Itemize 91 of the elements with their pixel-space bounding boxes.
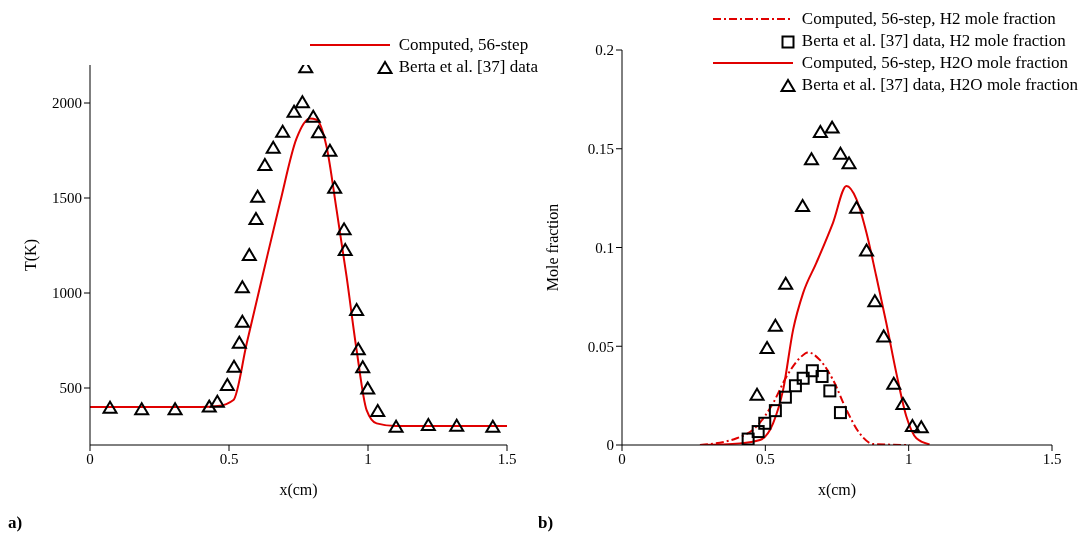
y-tick-label: 0.1: [595, 239, 614, 256]
x-tick-label: 0.5: [755, 450, 775, 467]
point: [257, 157, 273, 171]
point: [741, 432, 755, 445]
y-axis-title: Mole fraction: [543, 203, 561, 292]
point: [749, 387, 765, 401]
point: [449, 418, 465, 432]
point: [805, 364, 819, 378]
point: [768, 404, 782, 418]
legend-label: Computed, 56-step, H2O mole fraction: [801, 52, 1069, 74]
point: [759, 341, 775, 355]
y-tick-label: 1500: [52, 190, 82, 207]
point: [231, 335, 247, 349]
point: [895, 396, 911, 410]
legend-label: Berta et al. [37] data: [398, 56, 538, 78]
point: [241, 248, 257, 261]
point: [796, 371, 810, 385]
point: [336, 222, 352, 236]
point: [803, 152, 819, 166]
point: [388, 419, 404, 433]
point: [286, 104, 302, 118]
point: [788, 379, 802, 393]
point: [250, 189, 266, 203]
point: [234, 280, 250, 294]
point: [234, 314, 250, 328]
point: [832, 146, 848, 160]
point: [859, 243, 875, 257]
point: [248, 212, 264, 226]
y-tick-label: 0.05: [587, 338, 614, 355]
point: [370, 403, 386, 417]
point: [848, 200, 864, 214]
point: [322, 143, 338, 157]
x-tick-label: 1.5: [1042, 450, 1062, 467]
point: [758, 416, 772, 430]
point: [350, 342, 366, 356]
point: [360, 381, 376, 395]
point: [226, 359, 242, 373]
point: [767, 318, 783, 332]
y-tick-label: 1000: [52, 285, 82, 302]
point: [265, 140, 281, 154]
legend-label: Computed, 56-step, H2 mole fraction: [801, 8, 1056, 30]
point: [815, 369, 829, 383]
point: [824, 120, 840, 134]
point: [751, 425, 765, 439]
point: [867, 294, 883, 308]
x-tick-label: 0: [618, 450, 626, 467]
point: [349, 302, 365, 316]
text: a): [8, 513, 23, 533]
x-tick-label: 1: [364, 450, 372, 467]
point: [904, 419, 920, 433]
y-tick-label: 2000: [52, 95, 82, 112]
x-tick-label: 1: [904, 450, 913, 467]
point: [913, 420, 929, 434]
y-tick-label: 0.15: [587, 141, 614, 158]
point: [485, 419, 501, 433]
y-tick-label: 0: [606, 437, 614, 454]
point: [886, 376, 902, 390]
point: [812, 124, 828, 138]
y-tick-label: 0.2: [595, 42, 614, 59]
y-axis-title: T(K): [21, 239, 40, 271]
point: [841, 156, 857, 170]
legend-label: Berta et al. [37] data, H2 mole fraction: [801, 30, 1066, 52]
point: [327, 180, 343, 194]
legend-label: Computed, 56-step: [398, 34, 529, 56]
x-tick-label: 1.5: [497, 450, 517, 467]
point: [134, 402, 150, 416]
x-tick-label: 0: [86, 450, 94, 467]
point: [167, 402, 183, 416]
y-tick-label: 500: [59, 380, 82, 397]
point: [778, 276, 794, 290]
point: [876, 329, 892, 343]
point: [833, 406, 847, 420]
point: [311, 125, 327, 139]
point: [305, 109, 321, 123]
legend-label: Berta et al. [37] data, H2O mole fraction: [801, 74, 1078, 96]
point: [102, 400, 118, 414]
point: [201, 399, 217, 413]
point: [823, 384, 837, 398]
point: [355, 360, 371, 374]
point: [275, 124, 291, 138]
point: [795, 199, 811, 213]
point: [294, 95, 310, 109]
x-axis-title: x(cm): [817, 481, 857, 499]
point: [778, 390, 792, 404]
x-axis-title: x(cm): [279, 481, 318, 499]
point: [337, 243, 353, 257]
point: [209, 394, 225, 408]
text: b): [538, 513, 554, 533]
x-tick-label: 0.5: [219, 450, 239, 467]
point: [420, 418, 436, 432]
point: [219, 377, 235, 391]
